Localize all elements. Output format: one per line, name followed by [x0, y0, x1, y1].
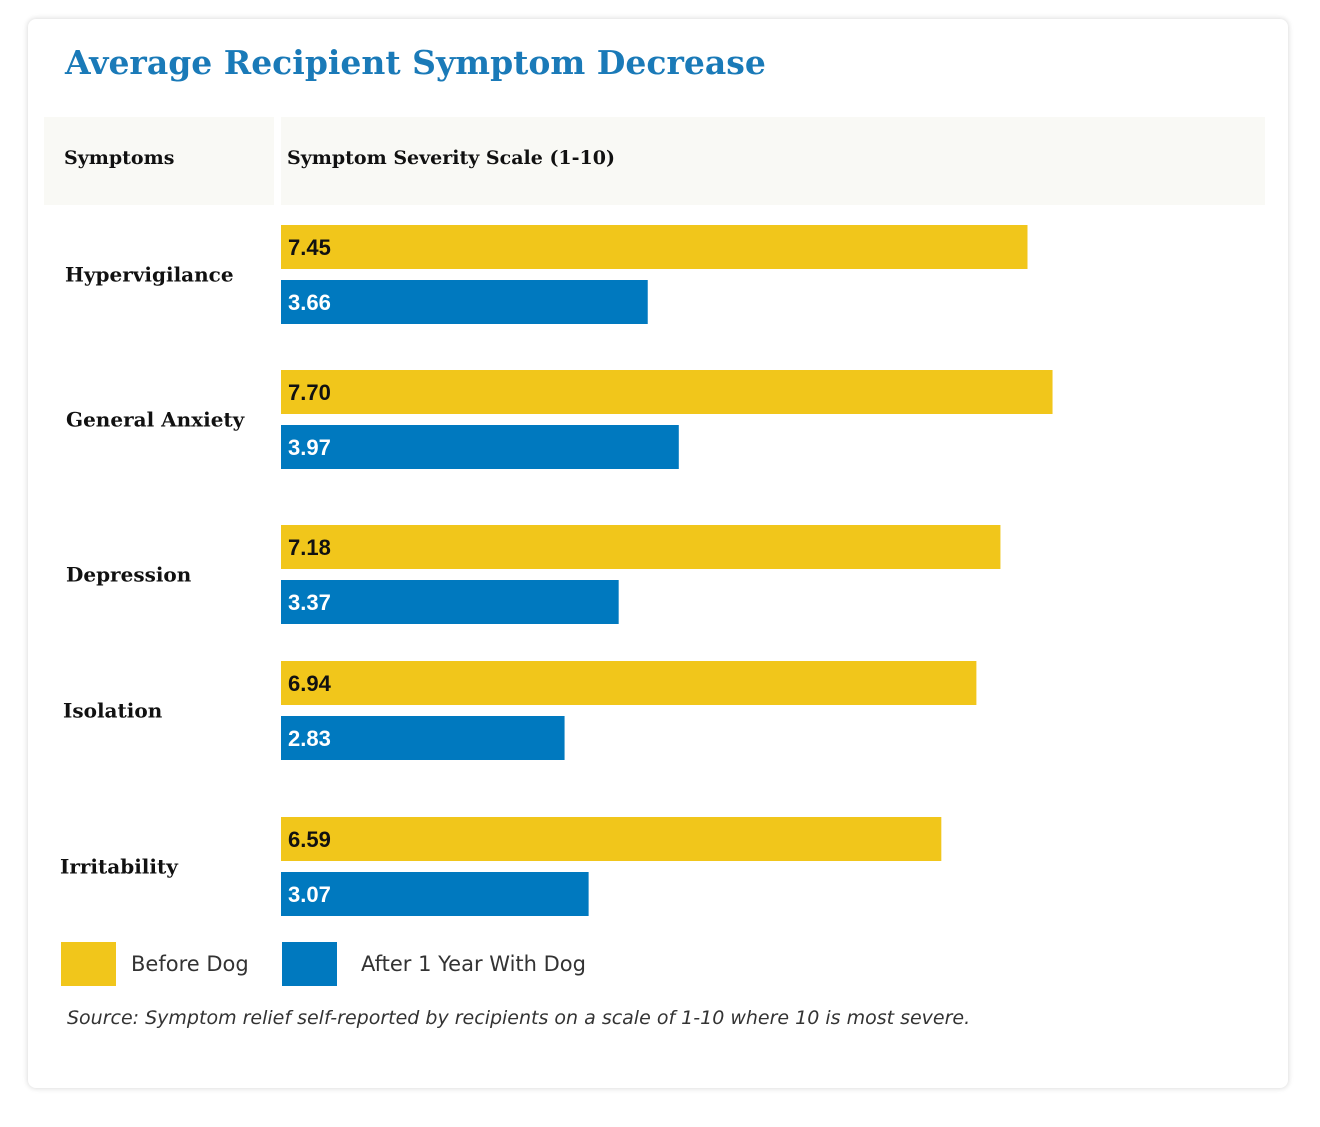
bar-before-dog — [281, 525, 1001, 569]
scale-header: Symptom Severity Scale (1-10) — [287, 147, 615, 169]
data-label: 2.83 — [288, 726, 331, 751]
bar-after-1-year-with-dog — [281, 872, 589, 916]
data-label: 3.66 — [288, 290, 331, 315]
data-label: 6.59 — [288, 827, 331, 852]
data-label: 3.37 — [288, 590, 331, 615]
data-label: 6.94 — [288, 671, 332, 696]
symptoms-header-cell: Symptoms — [44, 117, 274, 205]
category-label: Depression — [66, 563, 192, 587]
bar-before-dog — [281, 661, 977, 705]
data-label: 7.70 — [288, 380, 331, 405]
bar-before-dog — [281, 370, 1053, 414]
scale-header-cell: Symptom Severity Scale (1-10) — [281, 117, 1265, 205]
chart-title: Average Recipient Symptom Decrease — [65, 43, 766, 82]
bar-after-1-year-with-dog — [281, 716, 565, 760]
bar-group-hypervigilance: Hypervigilance 7.45 3.66 — [65, 225, 1028, 324]
data-label: 7.45 — [288, 235, 331, 260]
data-label: 7.18 — [288, 535, 331, 560]
source-note: Source: Symptom relief self-reported by … — [67, 1007, 971, 1029]
bar-group-depression: Depression 7.18 3.37 — [66, 525, 1001, 624]
data-label: 3.97 — [288, 435, 331, 460]
symptoms-header: Symptoms — [64, 147, 175, 169]
legend-label-after-dog: After 1 Year With Dog — [361, 952, 586, 976]
bar-after-1-year-with-dog — [281, 580, 619, 624]
legend-swatch-after-dog — [282, 942, 337, 986]
category-label: General Anxiety — [66, 408, 246, 432]
bar-plot: Hypervigilance 7.45 3.66 General Anxiety 7.7… — [60, 225, 1053, 916]
category-label: Isolation — [63, 699, 163, 723]
legend-swatch-before-dog — [61, 942, 116, 986]
bar-group-isolation: Isolation 6.94 2.83 — [63, 661, 977, 760]
bar-after-1-year-with-dog — [281, 425, 679, 469]
chart-card: Average Recipient Symptom Decrease Sympt… — [28, 19, 1288, 1088]
bar-group-general-anxiety: General Anxiety 7.70 3.97 — [66, 370, 1053, 469]
data-label: 3.07 — [288, 882, 331, 907]
bar-after-1-year-with-dog — [281, 280, 648, 324]
category-label: Irritability — [60, 855, 179, 879]
bar-group-irritability: Irritability 6.59 3.07 — [60, 817, 942, 916]
bar-before-dog — [281, 817, 942, 861]
bar-before-dog — [281, 225, 1028, 269]
legend-label-before-dog: Before Dog — [131, 952, 249, 976]
category-label: Hypervigilance — [65, 263, 234, 287]
